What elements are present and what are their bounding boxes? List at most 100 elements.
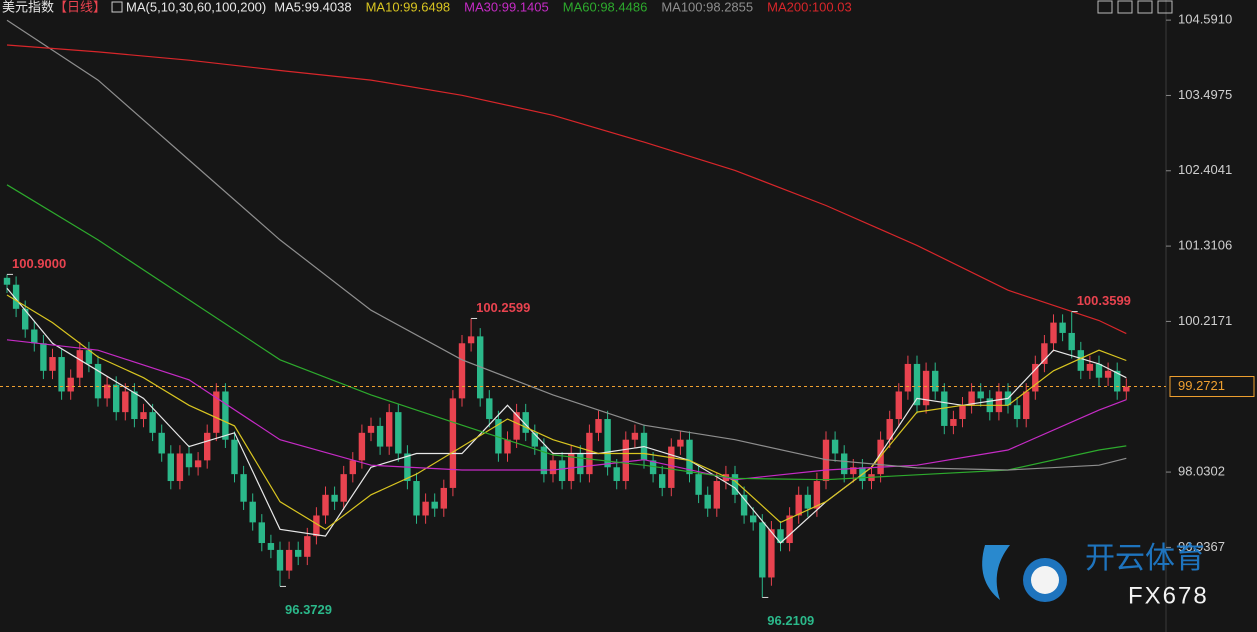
candle-body: [750, 515, 757, 523]
candle-body: [158, 432, 165, 454]
candle-body: [486, 398, 493, 420]
ma-line: [6, 339, 1127, 481]
ma-line: [6, 184, 1127, 481]
annotation-label: 100.2599: [476, 300, 530, 315]
candle-body: [995, 391, 1003, 413]
candle-body: [1095, 363, 1103, 378]
annotation-label: 100.9000: [12, 256, 66, 271]
candle-body: [495, 419, 502, 454]
candle-body: [313, 515, 320, 537]
candle-body: [968, 391, 975, 406]
candle-body: [140, 412, 147, 420]
candle-body: [113, 384, 120, 413]
candle-body: [222, 391, 229, 440]
candle-body: [386, 412, 393, 447]
annotation-label: 96.3729: [285, 602, 332, 617]
candle-body: [731, 474, 739, 495]
candle-body: [367, 425, 375, 433]
candle-body: [267, 543, 275, 550]
candle-body: [1077, 350, 1084, 371]
candle-body: [595, 419, 602, 433]
candle-body: [1023, 391, 1030, 420]
candle-body: [922, 370, 930, 406]
y-tick-label: 98.0302: [1178, 464, 1225, 479]
candle-body: [540, 446, 548, 475]
candle-body: [31, 329, 38, 344]
candle-body: [568, 453, 575, 482]
candle-body: [531, 432, 538, 447]
annotation-label: 96.2109: [767, 613, 814, 628]
candle-body: [40, 343, 47, 371]
watermark: 开云体育 FX678: [982, 542, 1207, 609]
tool-icon[interactable]: [1097, 0, 1113, 14]
candle-body: [349, 460, 356, 475]
candle-body: [440, 487, 447, 509]
candle-body: [1114, 370, 1121, 392]
candle-body: [249, 501, 256, 523]
candle-body: [331, 494, 338, 502]
ma-line: [6, 19, 1127, 471]
last-price-label: 99.2721: [1178, 378, 1225, 393]
candle-body: [3, 277, 11, 285]
legend-item: MA100:98.2855: [661, 0, 753, 14]
toolbar[interactable]: [1097, 0, 1173, 14]
annotation-label: 100.3599: [1077, 293, 1131, 308]
candle-body: [358, 432, 366, 461]
candle-body: [740, 494, 748, 516]
candle-body: [558, 460, 566, 482]
candle-body: [131, 391, 138, 420]
candle-body: [231, 439, 238, 475]
candle-body: [932, 370, 939, 392]
candle-body: [695, 474, 702, 495]
tool-icon[interactable]: [1157, 0, 1173, 14]
candle-body: [941, 391, 948, 426]
indicator-icon: [111, 1, 123, 13]
candle-body: [795, 494, 802, 516]
candle-body: [950, 419, 957, 426]
legend-item: MA200:100.03: [767, 0, 852, 14]
legend-item: 【日线】: [54, 0, 106, 14]
candle-body: [194, 460, 202, 468]
candle-body: [604, 419, 611, 468]
candle-body: [513, 412, 520, 440]
candle-body: [841, 453, 848, 475]
candle-body: [49, 357, 56, 371]
candle-body: [613, 467, 620, 482]
candle-body: [103, 384, 111, 399]
candle-body: [831, 439, 839, 454]
candle-body: [977, 391, 984, 399]
candle-body: [85, 350, 93, 364]
logo-shape: [982, 545, 1010, 600]
candle-body: [1032, 363, 1039, 392]
candle-body: [813, 481, 821, 509]
legend-item: MA10:99.6498: [366, 0, 451, 14]
candle-body: [122, 391, 129, 413]
candle-body: [1086, 363, 1094, 371]
candle-body: [258, 522, 265, 544]
candle-body: [1123, 386, 1130, 392]
candle-body: [276, 549, 284, 571]
ma-line: [6, 44, 1127, 335]
candle-body: [895, 391, 902, 420]
candle-body: [213, 391, 220, 433]
candle-body: [549, 460, 557, 475]
candle-body: [677, 439, 684, 447]
candle-body: [768, 529, 775, 578]
candle-body: [22, 308, 29, 330]
candle-body: [58, 357, 65, 392]
candle-body: [185, 453, 193, 468]
candle-body: [285, 549, 293, 571]
y-tick-label: 101.3106: [1178, 238, 1232, 253]
candle-body: [631, 432, 639, 440]
candle-body: [240, 474, 247, 502]
candle-body: [1050, 322, 1057, 344]
candle-body: [1104, 370, 1112, 378]
candle-body: [1013, 405, 1021, 420]
candle-body: [322, 494, 329, 516]
candle-body: [577, 453, 584, 475]
y-tick-label: 96.9367: [1178, 539, 1225, 554]
candle-body: [1041, 343, 1048, 364]
y-tick-label: 102.4041: [1178, 162, 1232, 177]
tool-icon[interactable]: [1137, 0, 1153, 14]
tool-icon[interactable]: [1117, 0, 1133, 14]
